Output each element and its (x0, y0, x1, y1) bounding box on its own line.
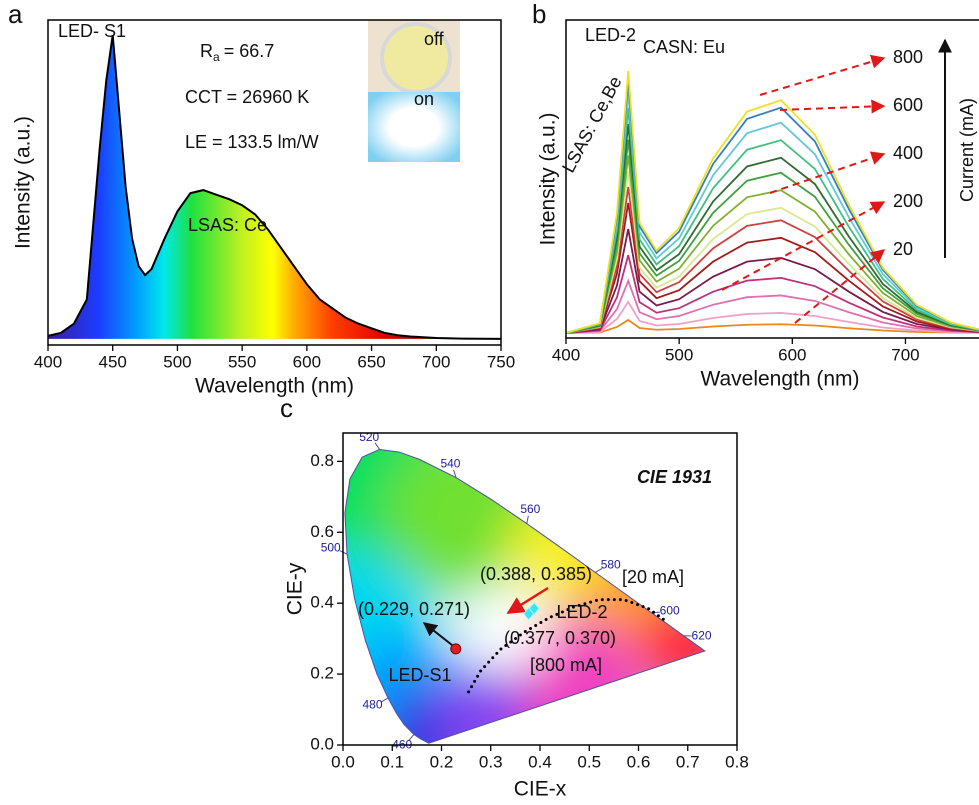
x-axis-label: Wavelength (nm) (195, 375, 354, 398)
y-tick-label: 0.6 (310, 522, 334, 541)
phosphor-label: LSAS: Ce (188, 215, 267, 235)
point-coords: (0.388, 0.385) (480, 564, 592, 584)
x-axis-label: CIE-x (514, 778, 567, 801)
panel-label: c (280, 393, 293, 423)
y-tick-label: 0.8 (310, 451, 334, 470)
wavelength-label: 580 (601, 557, 621, 571)
phosphor-label: CASN: Eu (643, 37, 725, 57)
wavelength-label: 540 (440, 456, 460, 470)
current-tick-label: 600 (893, 95, 923, 115)
ra-text: Ra = 66.7 (200, 41, 274, 64)
ra-value: = 66.7 (224, 41, 275, 61)
panel-label: b (532, 0, 546, 29)
le-text: LE = 133.5 lm/W (185, 132, 319, 152)
current-tick-label: 200 (893, 191, 923, 211)
wavelength-label: 560 (520, 502, 540, 516)
y-axis-label: Intensity (a.u.) (12, 116, 35, 249)
sample-label: LED-2 (585, 25, 636, 45)
x-tick-label: 0.2 (430, 752, 454, 771)
current-tick-label: 400 (893, 143, 923, 163)
y-axis-label: CIE-y (284, 562, 307, 615)
x-tick-label: 600 (778, 345, 806, 364)
x-tick-label: 0.7 (676, 752, 700, 771)
point-name: LED-2 (556, 602, 607, 622)
x-tick-label: 750 (487, 352, 515, 371)
x-tick-label: 700 (891, 345, 919, 364)
x-tick-label: 0.1 (380, 752, 404, 771)
x-tick-label: 400 (34, 352, 62, 371)
current-tick-label: 800 (893, 47, 923, 67)
x-tick-label: 0.4 (528, 752, 552, 771)
x-tick-label: 400 (552, 345, 580, 364)
point-name: LED-S1 (388, 665, 451, 685)
point-coords: (0.229, 0.271) (358, 599, 470, 619)
wavelength-label: 600 (660, 604, 680, 618)
wavelength-label: 480 (362, 697, 382, 711)
sample-label: LED- S1 (58, 21, 126, 41)
current-tick-label: 20 (893, 239, 913, 259)
x-tick-label: 700 (422, 352, 450, 371)
panel-label: a (8, 0, 23, 29)
x-tick-label: 0.0 (331, 752, 355, 771)
cct-text: CCT = 26960 K (185, 87, 309, 107)
x-tick-label: 450 (99, 352, 127, 371)
x-tick-label: 0.6 (627, 752, 651, 771)
wavelength-label: 520 (359, 430, 379, 444)
y-tick-label: 0.0 (310, 734, 334, 753)
x-tick-label: 0.8 (725, 752, 749, 771)
inset-on: on (414, 89, 434, 109)
x-tick-label: 0.3 (479, 752, 503, 771)
point-coords: (0.377, 0.370) (504, 628, 616, 648)
current-axis-label: Current (mA) (957, 98, 977, 202)
point-current: [20 mA] (622, 567, 684, 587)
wavelength-label: 620 (692, 628, 712, 642)
x-tick-label: 0.5 (577, 752, 601, 771)
x-tick-label: 550 (228, 352, 256, 371)
inset-off: off (424, 29, 445, 49)
ra-symbol: R (200, 41, 213, 61)
led-point (451, 644, 461, 654)
body: 400 450 500 550 600 650 700 750 Wavelength (nm) I… (0, 0, 979, 805)
x-tick-label: 600 (293, 352, 321, 371)
x-axis-label: Wavelength (nm) (700, 368, 859, 391)
page: Spectra and CIE diagram {"chart_data": [… (0, 0, 979, 805)
chart-title: CIE 1931 (637, 467, 712, 487)
figure: 400 450 500 550 600 650 700 750 Wavelength (nm) I… (0, 0, 979, 805)
y-axis-label: Intensity (a.u.) (537, 112, 560, 245)
point-current: [800 mA] (530, 655, 602, 675)
y-tick-label: 0.4 (310, 593, 334, 612)
wavelength-label: 500 (321, 540, 341, 554)
ra-subscript: a (213, 50, 220, 64)
y-tick-label: 0.2 (310, 664, 334, 683)
x-tick-label: 500 (665, 345, 693, 364)
x-tick-label: 500 (163, 352, 191, 371)
x-tick-label: 650 (357, 352, 385, 371)
